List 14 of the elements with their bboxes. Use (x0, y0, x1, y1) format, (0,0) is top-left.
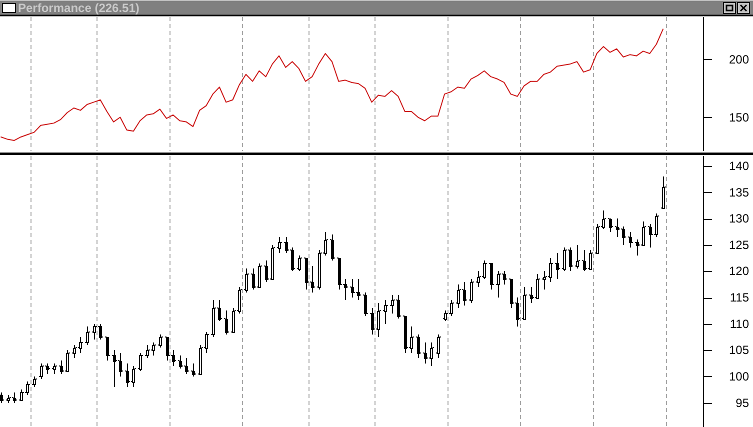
y-tick-label: 95 (736, 396, 750, 410)
y-tick-label: 150 (728, 110, 750, 124)
y-tick-label: 125 (728, 238, 750, 252)
line-series (0, 28, 664, 141)
y-tick-label: 100 (728, 369, 750, 384)
y-tick-label: 105 (728, 343, 750, 358)
chart-title: Performance (226.51) (18, 1, 140, 15)
y-tick-label: 140 (728, 159, 750, 173)
y-tick-label: 135 (728, 185, 750, 200)
y-tick-label: 130 (728, 212, 750, 226)
y-tick-label: 120 (728, 264, 750, 278)
y-tick-label: 115 (730, 290, 750, 305)
y-tick-label: 110 (730, 316, 750, 331)
y-tick-label: 200 (728, 52, 750, 66)
